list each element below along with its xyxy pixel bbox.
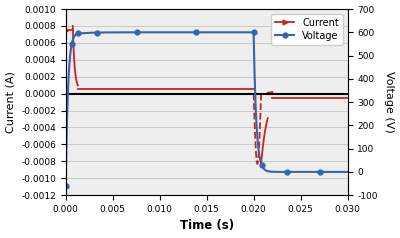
Voltage bbox=[72, 34, 77, 37]
Voltage bbox=[110, 31, 115, 34]
Voltage bbox=[67, 61, 72, 64]
X-axis label: Time (s): Time (s) bbox=[180, 219, 234, 233]
Current bbox=[70, 29, 74, 32]
Current bbox=[66, 29, 70, 32]
Current bbox=[67, 29, 72, 32]
Voltage bbox=[66, 86, 70, 89]
Y-axis label: Current (A): Current (A) bbox=[6, 71, 16, 133]
Line: Voltage: Voltage bbox=[63, 30, 350, 188]
Voltage bbox=[101, 31, 106, 34]
Current bbox=[70, 29, 75, 32]
Legend: Current, Voltage: Current, Voltage bbox=[271, 14, 343, 45]
Y-axis label: Voltage (V): Voltage (V) bbox=[384, 71, 394, 133]
Current bbox=[64, 29, 69, 32]
Line: Current: Current bbox=[63, 28, 75, 33]
Voltage bbox=[63, 184, 68, 187]
Voltage bbox=[254, 123, 259, 126]
Voltage bbox=[314, 170, 318, 173]
Voltage bbox=[345, 170, 350, 173]
Current bbox=[66, 29, 71, 32]
Current bbox=[68, 29, 73, 32]
Current bbox=[65, 29, 70, 32]
Current bbox=[69, 29, 74, 32]
Current bbox=[63, 29, 68, 32]
